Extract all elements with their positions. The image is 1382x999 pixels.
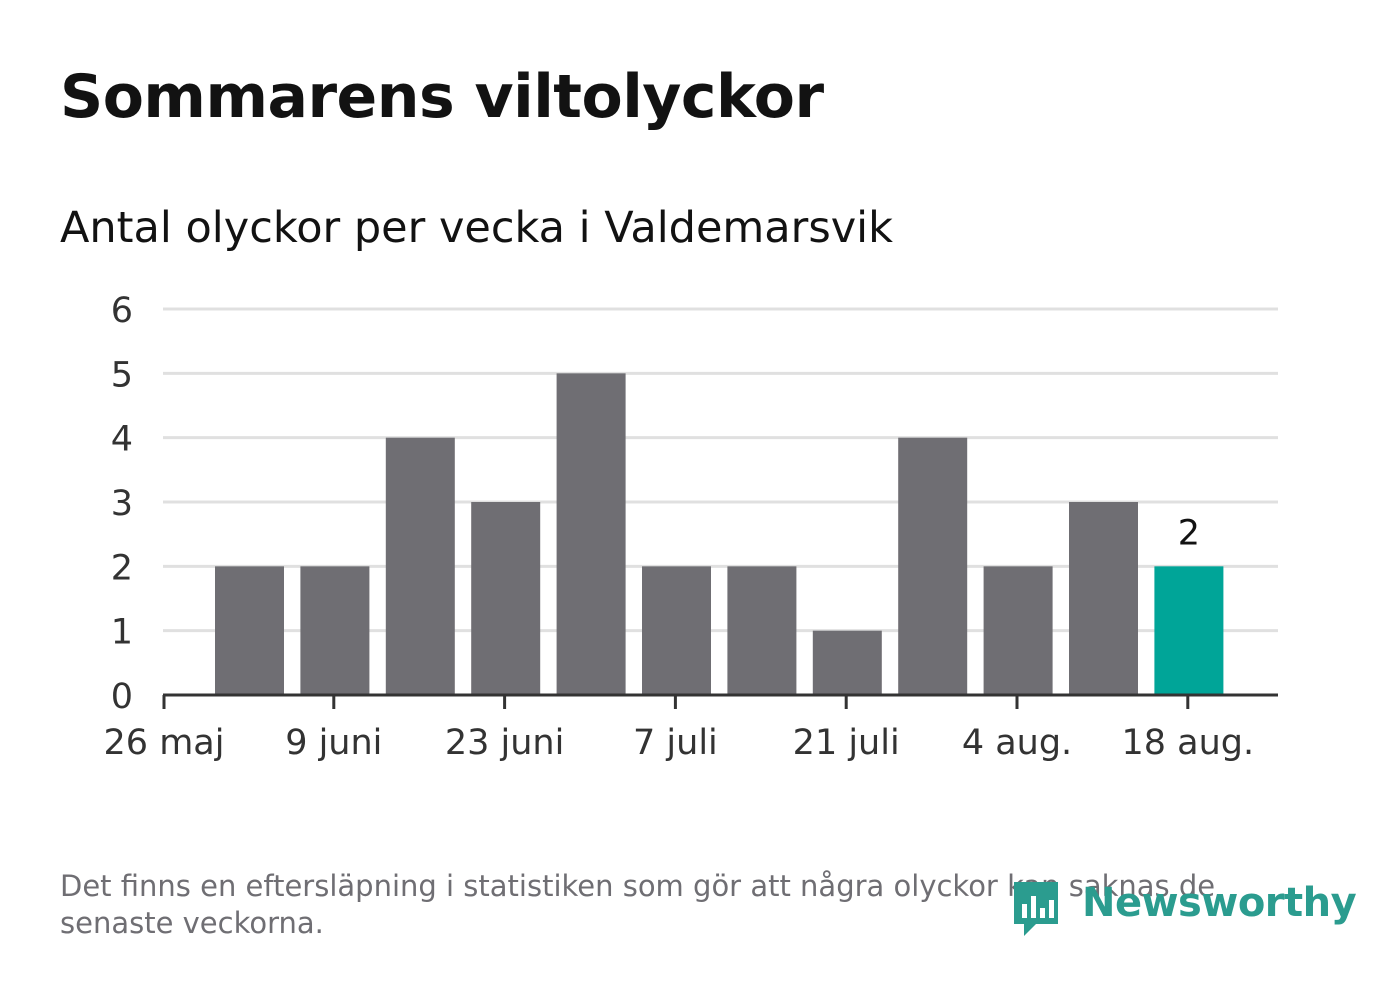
- chart-title: Sommarens viltolyckor: [60, 62, 824, 132]
- newsworthy-bar-icon: [1014, 882, 1058, 936]
- bar: [898, 437, 968, 695]
- bar: [385, 437, 455, 695]
- newsworthy-logo: Newsworthy: [1010, 878, 1357, 944]
- bar: [642, 566, 711, 695]
- tick-labels: 0 1 2 3 4 5 6 2 26 maj 9 juni 23 juni 7 juli 21 juli…: [104, 291, 1255, 763]
- x-tick-label: 23 juni: [445, 723, 564, 763]
- x-axis: [162, 693, 1278, 709]
- y-tick-label: 4: [111, 420, 133, 460]
- x-tick-label: 4 aug.: [962, 723, 1072, 763]
- bar: [300, 566, 370, 695]
- y-tick-label: 2: [111, 548, 133, 588]
- x-tick-label: 18 aug.: [1121, 723, 1254, 763]
- bar: [727, 566, 797, 695]
- bar: [1069, 502, 1138, 695]
- chart-subtitle: Antal olyckor per vecka i Valdemarsvik: [60, 203, 894, 253]
- logo-text: Newsworthy: [1082, 880, 1357, 926]
- bars: [215, 373, 1224, 695]
- y-tick-label: 1: [111, 613, 133, 653]
- y-tick-label: 5: [111, 355, 133, 395]
- x-tick-label: 21 juli: [793, 723, 900, 763]
- x-tick-label: 26 maj: [104, 723, 225, 763]
- data-label: 2: [1178, 513, 1200, 553]
- bar: [215, 566, 284, 695]
- bar: [471, 502, 541, 695]
- y-tick-label: 0: [111, 677, 133, 717]
- x-tick-label: 7 juli: [633, 723, 718, 763]
- x-tick-label: 9 juni: [285, 723, 382, 763]
- y-tick-label: 3: [111, 484, 133, 524]
- bar: [1154, 566, 1224, 695]
- bar: [556, 373, 626, 695]
- y-tick-label: 6: [111, 291, 133, 331]
- bar: [812, 630, 882, 695]
- bar-chart: 0 1 2 3 4 5 6 2 26 maj 9 juni 23 juni 7 juli 21 juli…: [104, 291, 1278, 763]
- bar: [983, 566, 1053, 695]
